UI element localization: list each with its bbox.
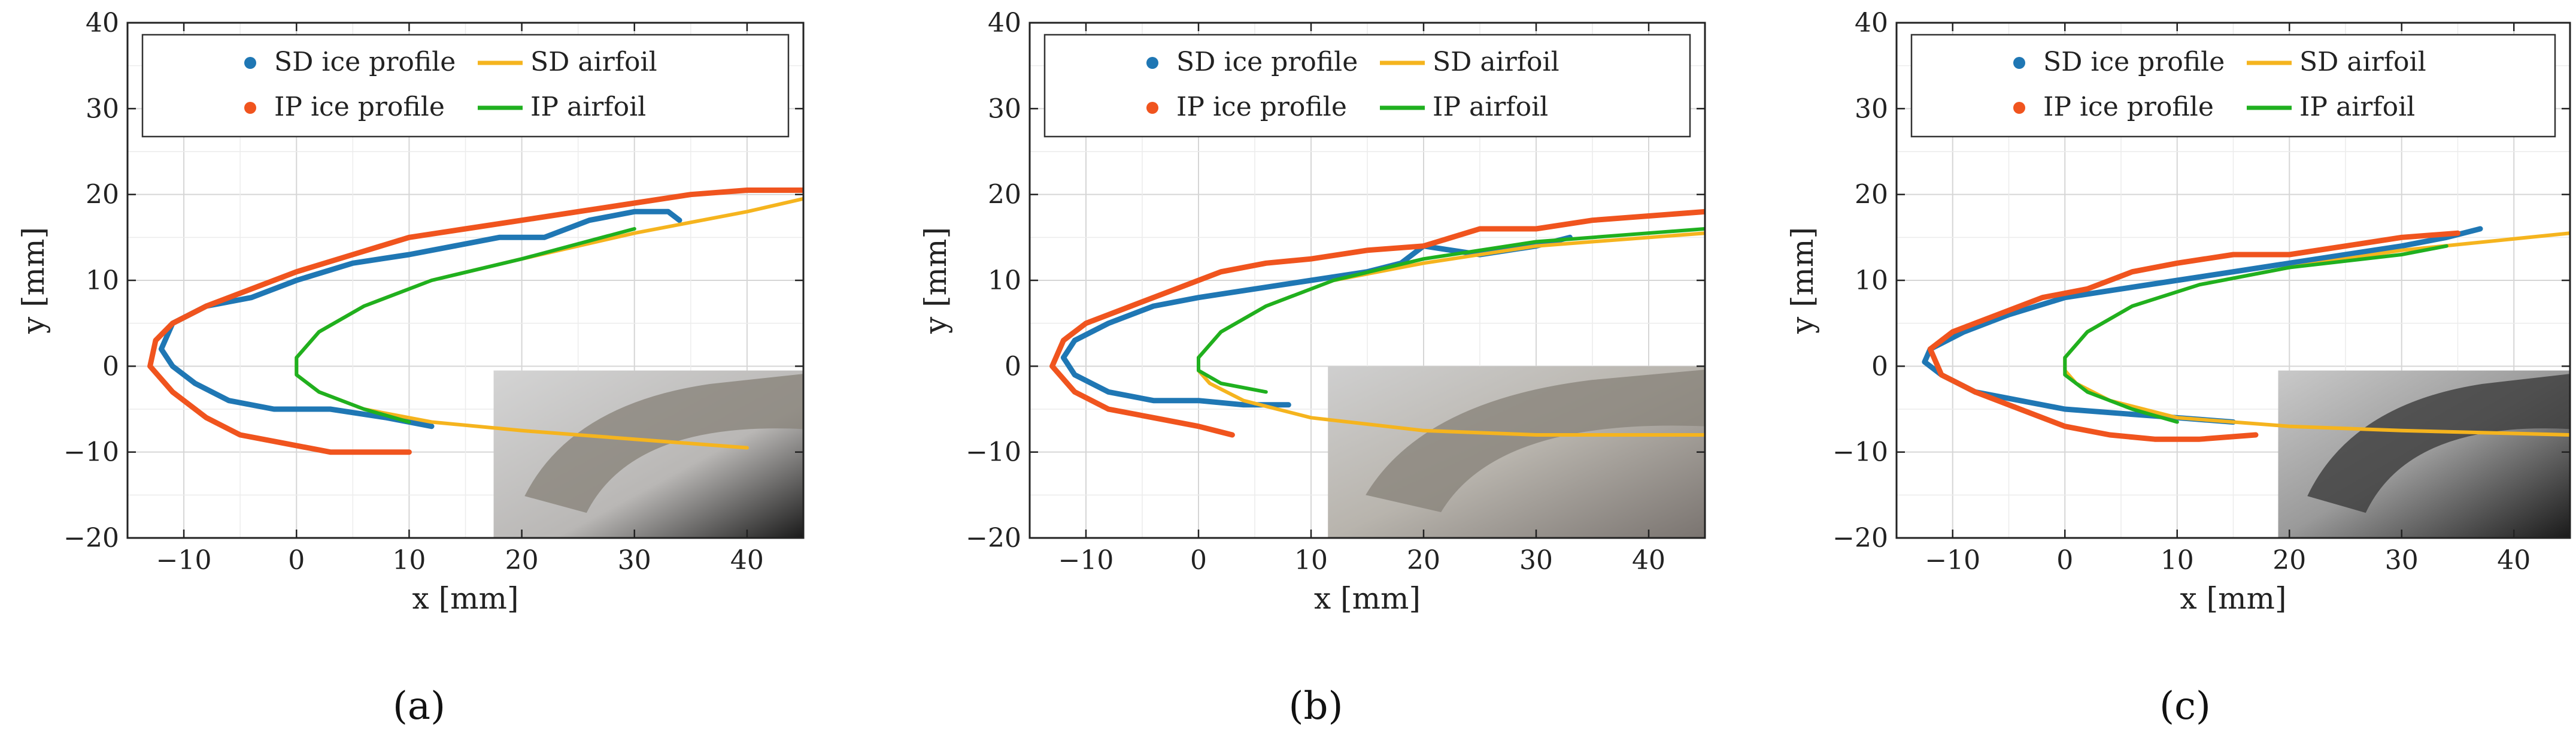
- y-tick-label: 40: [86, 8, 119, 38]
- y-tick-label: 20: [1855, 180, 1888, 210]
- series-group: [1922, 226, 2570, 442]
- y-tick-label: 40: [988, 8, 1021, 38]
- y-tick-label: 30: [1855, 93, 1888, 124]
- legend-label-sd-ice: SD ice profile: [274, 47, 456, 77]
- series-line-ip-airfoil: [2063, 244, 2448, 424]
- x-tick-label: 40: [1632, 545, 1665, 576]
- x-tick-label: 30: [1519, 545, 1553, 576]
- x-tick-label: 0: [2056, 545, 2073, 576]
- series-line-ip-airfoil: [295, 227, 636, 424]
- y-axis-label: y [mm]: [918, 227, 953, 334]
- legend-marker-sd-ice: [2013, 57, 2025, 69]
- legend-box: [1910, 34, 2556, 138]
- y-tick-label: 20: [86, 180, 119, 210]
- x-tick-label: 20: [1407, 545, 1440, 576]
- y-axis-label: y [mm]: [16, 227, 51, 334]
- legend: SD ice profile SD airfoil IP ice profile IP…: [1043, 34, 1691, 138]
- y-tick-label: −10: [1832, 437, 1888, 468]
- x-tick-label: 40: [2497, 545, 2531, 576]
- legend-box: [1043, 34, 1691, 138]
- x-tick-label: 0: [288, 545, 305, 576]
- legend-marker-ip-ice: [2013, 102, 2025, 114]
- x-tick-label: 10: [2161, 545, 2194, 576]
- y-tick-label: 40: [1855, 8, 1888, 38]
- series-line-sd-ice: [158, 208, 682, 430]
- legend-label-ip-ice: IP ice profile: [274, 92, 445, 122]
- x-tick-label: 20: [2272, 545, 2306, 576]
- legend-marker-ip-ice: [244, 102, 256, 114]
- y-tick-label: 10: [86, 265, 119, 296]
- x-tick-label: −10: [156, 545, 212, 576]
- inset-ice-shape: [524, 374, 803, 513]
- series-line-ip-airfoil: [1197, 227, 1705, 394]
- legend-marker-sd-ice: [244, 57, 256, 69]
- legend-label-ip-ice: IP ice profile: [1176, 92, 1347, 122]
- series-line-ip-ice: [147, 187, 803, 455]
- inset-photo: [1328, 366, 1705, 538]
- y-tick-label: −20: [63, 523, 119, 554]
- x-tick-label: −10: [1925, 545, 1980, 576]
- x-axis-label: x [mm]: [1314, 581, 1421, 616]
- y-tick-label: 20: [988, 180, 1021, 210]
- y-tick-label: 10: [988, 265, 1021, 296]
- x-tick-label: 30: [618, 545, 651, 576]
- inset-ice-shape: [1366, 370, 1705, 512]
- x-tick-label: 10: [392, 545, 426, 576]
- x-tick-label: −10: [1058, 545, 1114, 576]
- x-axis-label: x [mm]: [412, 581, 519, 616]
- y-tick-label: 0: [1005, 351, 1021, 382]
- legend: SD ice profile SD airfoil IP ice profile IP…: [1910, 34, 2556, 138]
- legend-label-sd-ice: SD ice profile: [1176, 47, 1358, 77]
- series-line-ip-ice: [1927, 230, 2460, 442]
- panel-b: −10 0 10 20 30 40 −20 −10 0 10 20 30 40 x [mm] y [mm] S…: [918, 8, 1706, 728]
- panel-a: −10 0 10 20 30 40 −20 −10 0 10 20 30 40 x [mm] y [mm] S…: [16, 8, 805, 728]
- y-axis-label: y [mm]: [1785, 227, 1820, 334]
- inset-ice-shape: [2307, 374, 2570, 513]
- y-tick-label: 30: [86, 93, 119, 124]
- panel-c: −10 0 10 20 30 40 −20 −10 0 10 20 30 40 x [mm] y [mm] S…: [1785, 8, 2571, 728]
- series-line-sd-ice: [1922, 226, 2483, 425]
- y-tick-label: −20: [1832, 523, 1888, 554]
- x-tick-label: 30: [2385, 545, 2419, 576]
- x-axis-label: x [mm]: [2180, 581, 2287, 616]
- legend-label-sd-airfoil: SD airfoil: [1433, 47, 1559, 77]
- panel-label: (a): [393, 684, 445, 728]
- x-tick-label: 10: [1294, 545, 1328, 576]
- series-group: [1049, 208, 1705, 438]
- x-tick-label: 20: [505, 545, 539, 576]
- panel-label: (c): [2159, 684, 2211, 728]
- legend-label-sd-ice: SD ice profile: [2043, 47, 2225, 77]
- legend-marker-ip-ice: [1146, 102, 1158, 114]
- y-tick-label: 0: [102, 351, 119, 382]
- legend-label-sd-airfoil: SD airfoil: [2299, 47, 2426, 77]
- y-tick-label: 10: [1855, 265, 1888, 296]
- legend-label-ip-airfoil: IP airfoil: [1433, 92, 1548, 122]
- legend: SD ice profile SD airfoil IP ice profile IP…: [141, 34, 790, 138]
- legend-label-ip-ice: IP ice profile: [2043, 92, 2214, 122]
- series-line-ip-ice: [1049, 208, 1705, 438]
- series-group: [147, 187, 803, 455]
- y-tick-label: −10: [63, 437, 119, 468]
- legend-box: [141, 34, 790, 138]
- inset-photo: [2278, 370, 2570, 538]
- y-tick-label: −20: [966, 523, 1021, 554]
- x-tick-label: 0: [1190, 545, 1207, 576]
- panel-label: (b): [1289, 684, 1343, 728]
- legend-label-ip-airfoil: IP airfoil: [2299, 92, 2415, 122]
- y-tick-label: −10: [966, 437, 1021, 468]
- inset-photo: [493, 370, 803, 538]
- x-tick-label: 40: [730, 545, 764, 576]
- y-tick-label: 0: [1871, 351, 1888, 382]
- legend-label-ip-airfoil: IP airfoil: [530, 92, 646, 122]
- legend-label-sd-airfoil: SD airfoil: [530, 47, 657, 77]
- legend-marker-sd-ice: [1146, 57, 1158, 69]
- y-tick-label: 30: [988, 93, 1021, 124]
